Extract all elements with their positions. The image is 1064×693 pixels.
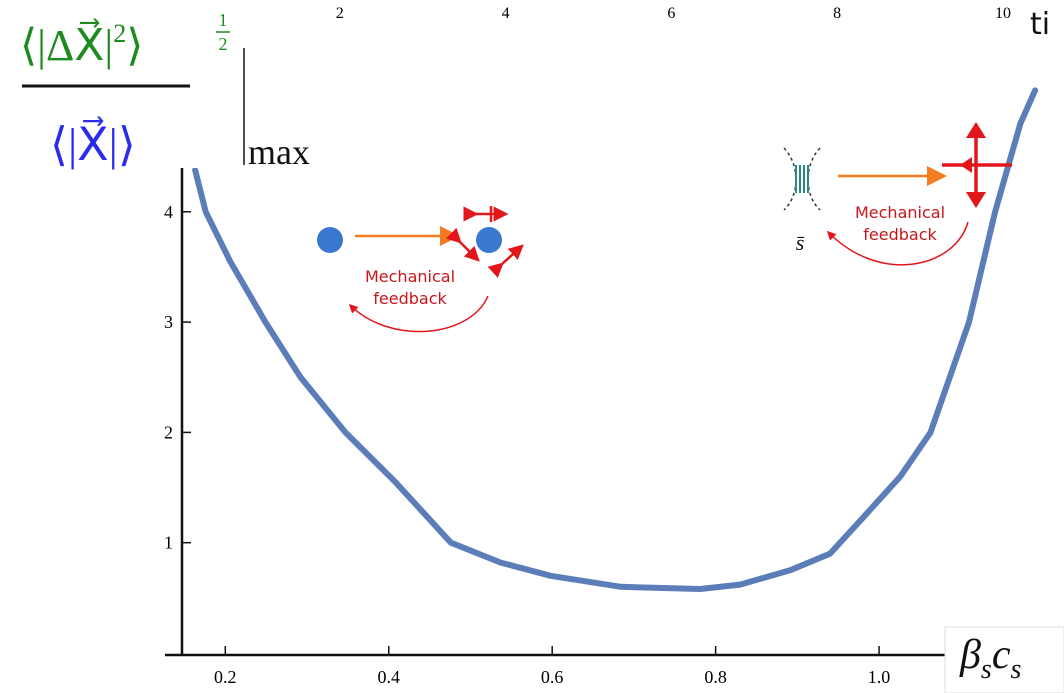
data-line: [192, 87, 1039, 592]
ylabel-power: 2: [113, 19, 126, 48]
top-tick-label: 4: [502, 5, 510, 22]
annotation: feedback: [373, 289, 447, 308]
xlabel-part: s: [981, 654, 992, 685]
xlabel-part: s: [1010, 654, 1021, 685]
xlabel-part: β: [959, 632, 981, 678]
ylabel-denominator: ⟨|X⃗|⟩: [50, 117, 136, 170]
y-tick-label: 4: [164, 202, 173, 222]
left-icon: [317, 206, 524, 333]
ylabel-close: ⟩: [126, 21, 143, 70]
annotation: feedback: [863, 225, 937, 244]
annotation: s̄: [796, 230, 805, 255]
x-tick-label: 0.6: [541, 667, 564, 687]
y-axis-label: ⟨|ΔX⃗|2⟩ 1 2 ⟨|X⃗|⟩ max: [0, 0, 310, 172]
ylabel-exp-bottom: 2: [219, 34, 228, 54]
x-tick-label: 0.4: [377, 667, 400, 687]
top-tick-label: 8: [833, 5, 841, 22]
y-tick-label: 1: [164, 533, 173, 553]
xlabel-part: c: [992, 632, 1011, 678]
right-icon: [783, 122, 1012, 266]
svg-text:⟨|ΔX⃗|2⟩: ⟨|ΔX⃗|2⟩: [20, 18, 143, 70]
x-tick-label: 0.2: [214, 667, 237, 687]
annotation: Mechanical: [365, 267, 455, 286]
ylabel-subscript: max: [248, 132, 310, 172]
top-tick-label: 6: [667, 5, 675, 22]
top-tick-label: 10: [995, 5, 1011, 22]
x-axis-label: βscs: [944, 626, 1064, 693]
svg-text:βscs: βscs: [959, 632, 1021, 685]
top-tick-label: 2: [336, 5, 344, 22]
y-tick-label: 3: [164, 312, 173, 332]
x-tick-label: 1.0: [868, 667, 891, 687]
annotation: Mechanical: [855, 203, 945, 222]
x-tick-label: 0.8: [704, 667, 727, 687]
top-axis-label: ti: [1030, 7, 1050, 42]
ylabel-numerator: ⟨|ΔX⃗|: [20, 18, 113, 70]
y-tick-label: 2: [164, 422, 173, 442]
ylabel-exp-top: 1: [219, 10, 228, 30]
